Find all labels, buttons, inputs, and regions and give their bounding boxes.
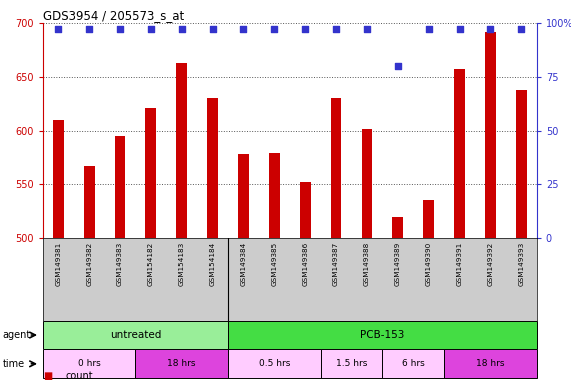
Text: GSM149385: GSM149385 [271, 242, 278, 286]
Text: GSM149390: GSM149390 [426, 242, 432, 286]
Point [208, 26, 217, 33]
Point [424, 26, 433, 33]
Bar [115, 136, 126, 238]
Bar [444, 349, 537, 378]
Bar [454, 69, 465, 238]
Text: 1.5 hrs: 1.5 hrs [336, 359, 367, 368]
Text: GSM149389: GSM149389 [395, 242, 401, 286]
Bar [43, 349, 135, 378]
Bar [331, 98, 341, 238]
Text: GSM149387: GSM149387 [333, 242, 339, 286]
Bar [228, 349, 321, 378]
Text: GSM149384: GSM149384 [240, 242, 247, 286]
Text: 6 hrs: 6 hrs [402, 359, 425, 368]
Point [517, 26, 526, 33]
Text: agent: agent [3, 330, 31, 340]
Text: 18 hrs: 18 hrs [476, 359, 505, 368]
Bar [392, 217, 403, 238]
Text: untreated: untreated [110, 330, 161, 340]
Bar [238, 154, 249, 238]
Text: count: count [66, 371, 93, 381]
Bar [146, 108, 156, 238]
Text: GSM149383: GSM149383 [117, 242, 123, 286]
Point [115, 26, 124, 33]
Text: GSM154184: GSM154184 [210, 242, 216, 286]
Text: 18 hrs: 18 hrs [167, 359, 196, 368]
Point [393, 63, 403, 69]
Point [486, 26, 495, 33]
Point [301, 26, 310, 33]
Text: GDS3954 / 205573_s_at: GDS3954 / 205573_s_at [43, 9, 184, 22]
Point [239, 26, 248, 33]
Text: 0.5 hrs: 0.5 hrs [259, 359, 290, 368]
Text: ■: ■ [43, 371, 52, 381]
Bar [516, 90, 526, 238]
Text: GSM149388: GSM149388 [364, 242, 370, 286]
Text: GSM149382: GSM149382 [86, 242, 92, 286]
Bar [135, 349, 228, 378]
Point [455, 26, 464, 33]
Point [54, 26, 63, 33]
Text: time: time [3, 359, 25, 369]
Bar [423, 200, 434, 238]
Bar [300, 182, 311, 238]
Bar [361, 129, 372, 238]
Point [332, 26, 341, 33]
Bar [321, 349, 383, 378]
Text: PCB-153: PCB-153 [360, 330, 405, 340]
Point [146, 26, 155, 33]
Bar [207, 98, 218, 238]
Bar [383, 349, 444, 378]
Point [363, 26, 372, 33]
Bar [43, 321, 228, 349]
Point [85, 26, 94, 33]
Text: GSM154183: GSM154183 [179, 242, 185, 286]
Bar [176, 63, 187, 238]
Text: GSM149392: GSM149392 [488, 242, 493, 286]
Text: GSM149386: GSM149386 [302, 242, 308, 286]
Text: GSM154182: GSM154182 [148, 242, 154, 286]
Bar [228, 321, 537, 349]
Bar [269, 153, 280, 238]
Bar [485, 31, 496, 238]
Text: GSM149391: GSM149391 [457, 242, 463, 286]
Text: GSM149381: GSM149381 [55, 242, 61, 286]
Bar [84, 166, 95, 238]
Text: 0 hrs: 0 hrs [78, 359, 100, 368]
Text: GSM149393: GSM149393 [518, 242, 524, 286]
Bar [53, 120, 63, 238]
Point [177, 26, 186, 33]
Point [270, 26, 279, 33]
